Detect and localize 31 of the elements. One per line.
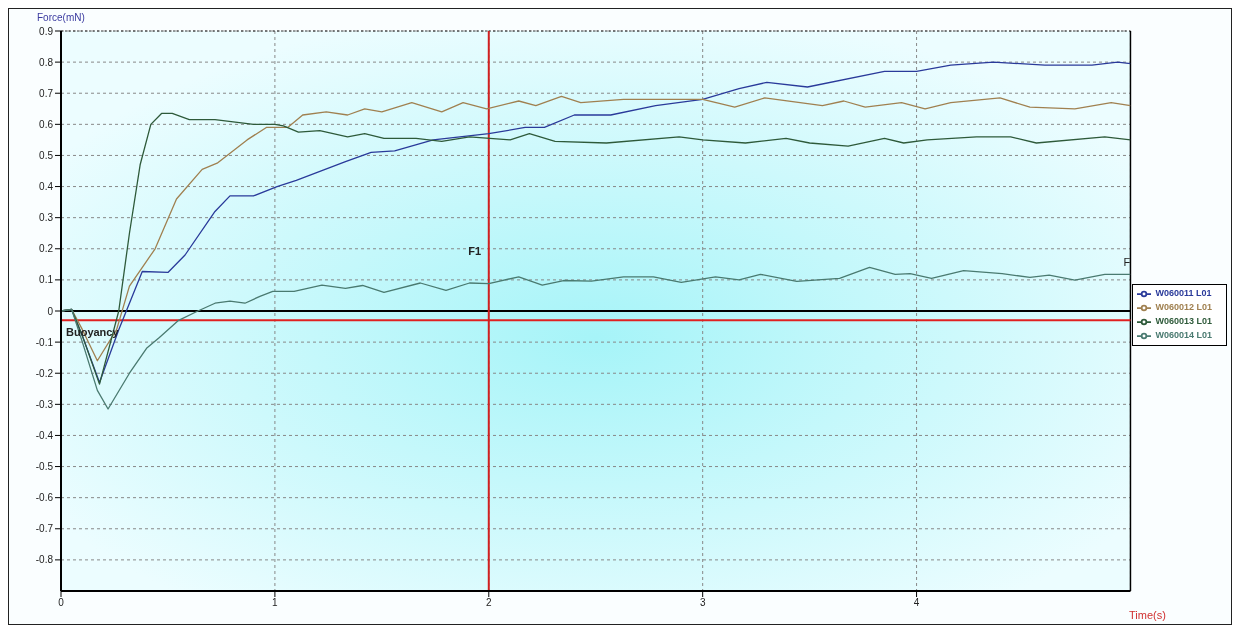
y-tick-label: 0.4 [39,181,54,193]
x-tick-label: 1 [272,597,279,609]
y-tick-label: -0.8 [35,554,54,566]
y-tick-label: -0.1 [35,336,54,348]
y-tick-label: -0.4 [35,429,54,441]
x-tick-label: 2 [486,597,492,609]
y-tick-label: -0.6 [35,492,54,504]
x-tick-label: 3 [699,597,706,609]
y-tick-label: 0 [47,305,54,317]
y-tick-label: 0.1 [39,274,54,286]
y-tick-label: -0.3 [35,398,54,410]
legend-label: W060011 L01 [1155,288,1212,299]
y-tick-label: 0.6 [39,118,54,130]
ref-line-label: F1 [468,244,482,257]
x-tick-label: 0 [58,597,65,609]
annotation: F [1123,255,1131,268]
legend-label: W060013 L01 [1155,316,1212,327]
y-tick-label: 0.9 [39,25,54,37]
y-tick-label: 0.5 [39,149,54,161]
y-tick-label: 0.3 [39,212,54,224]
y-axis-title: Force(mN) [37,12,85,23]
x-axis-title: Time(s) [1129,609,1166,621]
y-tick-label: 0.7 [39,87,54,99]
y-tick-label: 0.2 [39,243,54,255]
legend-label: W060014 L01 [1155,330,1212,341]
y-tick-label: 0.8 [39,56,54,68]
legend-label: W060012 L01 [1155,302,1212,313]
y-tick-label: -0.7 [35,523,54,535]
x-tick-label: 4 [913,597,920,609]
y-tick-label: -0.2 [35,367,54,379]
y-tick-label: -0.5 [35,461,54,473]
